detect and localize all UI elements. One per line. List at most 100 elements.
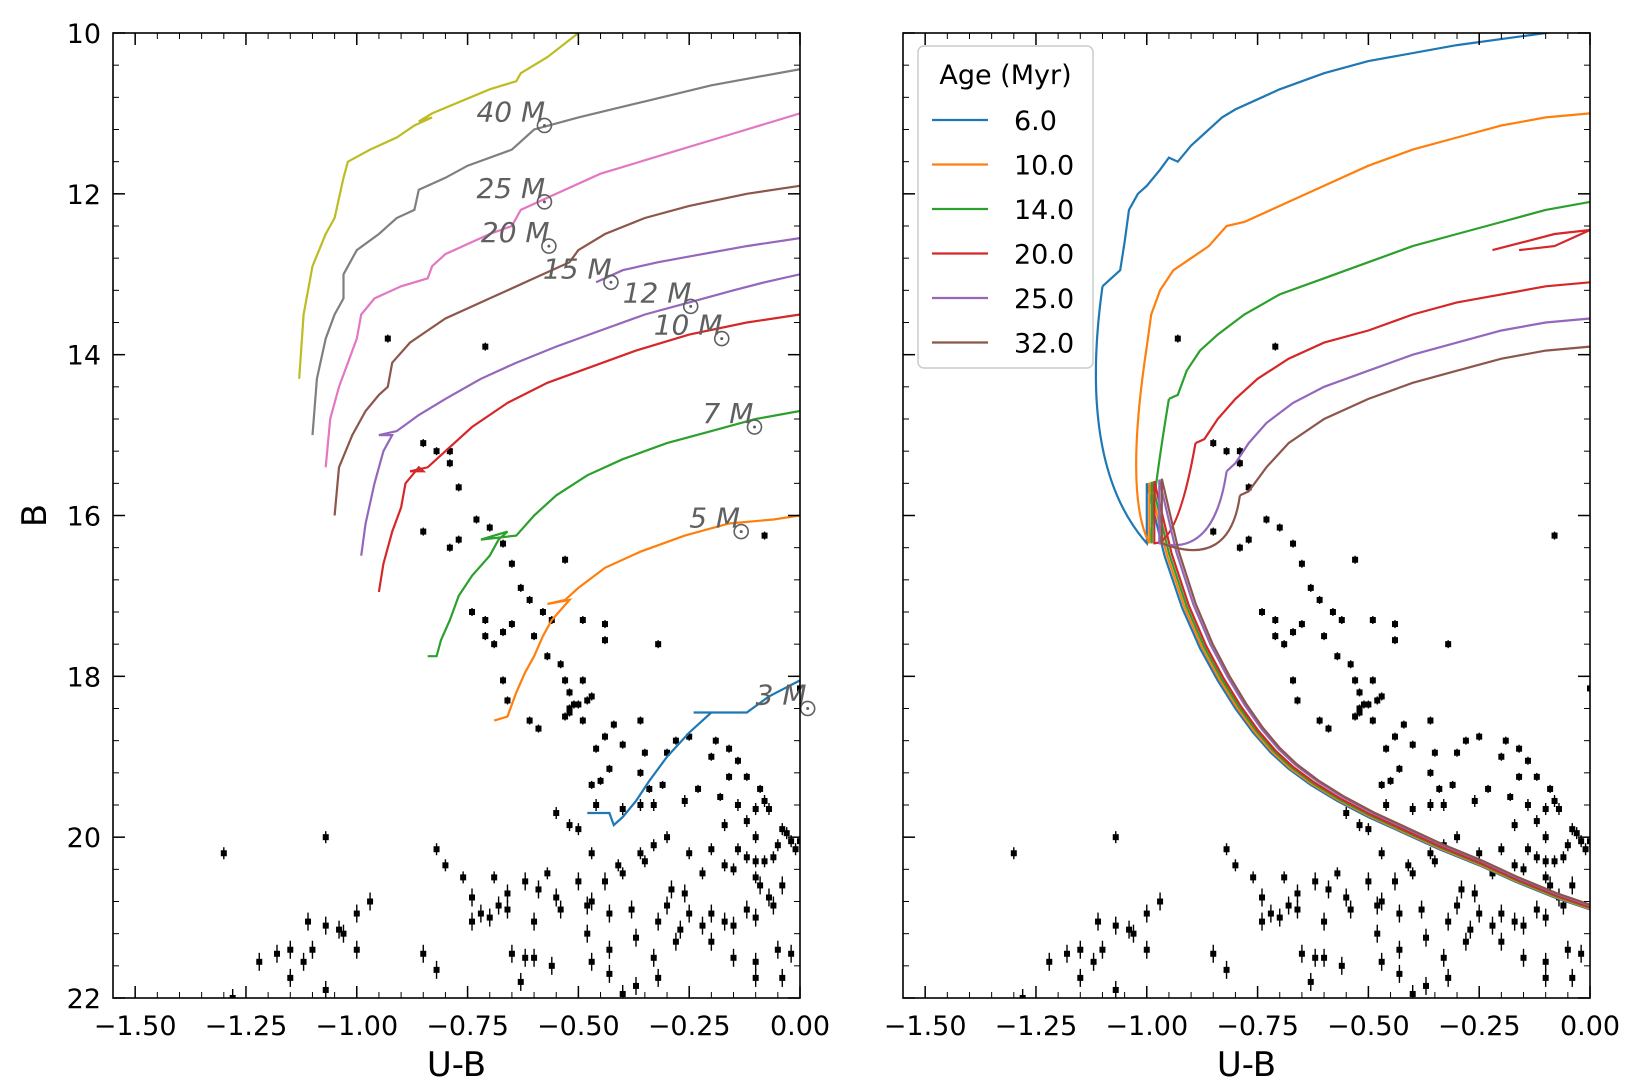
sun-symbol-icon — [682, 298, 699, 315]
star-point — [1259, 894, 1266, 901]
star-point — [1369, 617, 1376, 624]
star-point — [774, 946, 781, 953]
star-point — [1427, 850, 1434, 857]
star-point — [1440, 802, 1447, 808]
star-point — [1259, 918, 1266, 925]
star-point — [482, 617, 489, 624]
star-point — [1223, 846, 1230, 853]
star-point — [1099, 946, 1106, 953]
star-point — [579, 617, 586, 624]
star-point — [730, 954, 737, 961]
star-point — [336, 926, 343, 933]
star-point — [1294, 697, 1301, 704]
star-point — [659, 781, 666, 788]
star-point — [708, 910, 715, 917]
star-point — [353, 946, 360, 953]
star-point — [1325, 886, 1332, 893]
star-point — [761, 797, 768, 804]
star-point — [1090, 958, 1097, 965]
isochrone-line — [1195, 281, 1590, 445]
star-point — [1573, 830, 1580, 837]
star-point — [1476, 910, 1483, 917]
star-point — [1281, 641, 1288, 648]
star-point — [544, 870, 551, 877]
x-tick-label: −1.00 — [315, 1011, 398, 1042]
star-point — [1343, 894, 1350, 901]
star-point — [1245, 536, 1252, 543]
star-point — [469, 609, 476, 615]
star-point — [557, 906, 564, 913]
star-point — [601, 621, 608, 628]
star-point — [1445, 974, 1452, 981]
star-point — [531, 954, 538, 961]
legend-label: 20.0 — [1014, 240, 1074, 271]
star-point — [650, 842, 657, 849]
star-point — [1511, 918, 1518, 925]
sun-symbol-dot — [609, 280, 613, 284]
isochrone-line — [311, 68, 800, 436]
star-point — [1551, 858, 1558, 865]
star-point — [1374, 697, 1381, 704]
star-point — [1316, 596, 1323, 603]
star-point — [1347, 661, 1354, 668]
star-point — [1409, 806, 1416, 813]
star-point — [486, 524, 493, 531]
star-point — [779, 974, 786, 981]
star-point — [1321, 954, 1328, 961]
legend-title: Age (Myr) — [939, 60, 1071, 91]
star-point — [1551, 532, 1558, 539]
star-point — [1236, 544, 1243, 551]
star-point — [1409, 870, 1416, 877]
star-point — [1524, 757, 1531, 764]
star-point — [752, 974, 759, 981]
star-point — [455, 536, 462, 543]
star-point — [588, 693, 595, 700]
star-point — [1130, 930, 1137, 937]
star-point — [566, 822, 573, 829]
star-point — [672, 938, 679, 945]
star-point — [686, 910, 693, 917]
star-point — [575, 878, 582, 885]
star-point — [1587, 838, 1590, 845]
x-tick-label: 0.00 — [770, 1011, 830, 1042]
y-tick-label: 20 — [67, 823, 101, 854]
star-point — [588, 781, 595, 788]
star-point — [1542, 914, 1549, 921]
star-point — [601, 733, 608, 740]
star-point — [655, 641, 662, 648]
star-point — [1578, 950, 1585, 957]
star-point — [517, 978, 524, 985]
star-point — [526, 717, 533, 724]
star-point — [526, 596, 533, 603]
star-point — [743, 773, 750, 780]
star-point — [650, 954, 657, 961]
star-point — [637, 802, 644, 808]
star-point — [708, 753, 715, 760]
sun-symbol-dot — [739, 530, 743, 534]
star-point — [1405, 862, 1412, 869]
star-point — [353, 910, 360, 917]
x-tick-label: −0.25 — [648, 1011, 731, 1042]
isochrone-line — [324, 112, 800, 468]
star-point — [1112, 922, 1119, 929]
legend-label: 10.0 — [1014, 151, 1074, 182]
star-point — [539, 609, 546, 615]
star-point — [774, 842, 781, 849]
star-point — [1329, 609, 1336, 615]
star-point — [1374, 930, 1381, 937]
star-point — [1507, 793, 1514, 800]
isochrone-trunk — [1160, 478, 1590, 906]
star-point — [1578, 838, 1585, 845]
star-point — [531, 633, 538, 640]
star-point — [1396, 970, 1403, 977]
star-point — [575, 701, 582, 708]
star-point — [1307, 978, 1314, 985]
star-point — [1174, 335, 1181, 342]
star-point — [1374, 902, 1381, 909]
star-point — [752, 858, 759, 865]
x-tick-label: −0.50 — [1327, 1011, 1410, 1042]
star-point — [1511, 862, 1518, 869]
star-point — [1542, 958, 1549, 965]
star-point — [1555, 806, 1562, 813]
x-axis-title: U-B — [1217, 1045, 1276, 1085]
